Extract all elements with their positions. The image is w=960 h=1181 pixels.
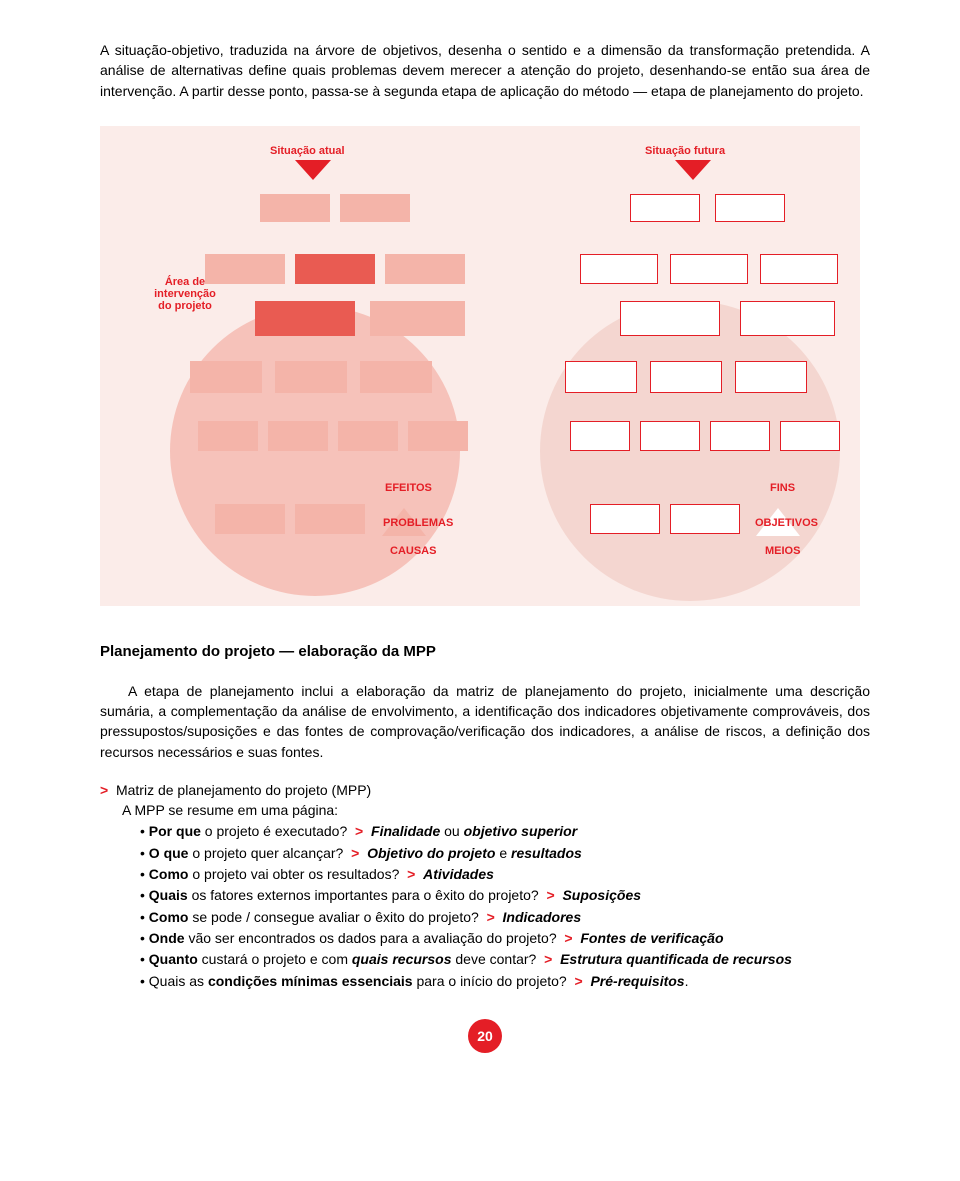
body-paragraph: A etapa de planejamento inclui a elabora… — [100, 681, 870, 762]
mpp-sub: A MPP se resume em uma página: — [122, 800, 870, 820]
arrow-down-left — [295, 160, 331, 180]
lbox-r2-1 — [205, 254, 285, 284]
lbox-r2-2 — [295, 254, 375, 284]
rbox-r6-2 — [670, 504, 740, 534]
rbox-r6-1 — [590, 504, 660, 534]
label-meios: MEIOS — [765, 544, 800, 560]
lbox-r5-4 — [408, 421, 468, 451]
lbox-r4-3 — [360, 361, 432, 393]
arrow-down-right — [675, 160, 711, 180]
lbox-r1-2 — [340, 194, 410, 222]
lbox-r4-1 — [190, 361, 262, 393]
mpp-item-3: Como o projeto vai obter os resultados? … — [140, 864, 870, 884]
lbox-r3-1 — [255, 301, 355, 336]
rbox-r4-2 — [650, 361, 722, 393]
situation-diagram: Situação atual Situação futura Área de i… — [100, 126, 860, 606]
rbox-r1-2 — [715, 194, 785, 222]
mpp-block: > Matriz de planejamento do projeto (MPP… — [100, 780, 870, 991]
lbox-r1-1 — [260, 194, 330, 222]
rbox-r4-3 — [735, 361, 807, 393]
mpp-item-2: O que o projeto quer alcançar? > Objetiv… — [140, 843, 870, 863]
lbox-r5-3 — [338, 421, 398, 451]
mpp-item-8: Quais as condições mínimas essenciais pa… — [140, 971, 870, 991]
label-efeitos: EFEITOS — [385, 481, 432, 497]
mpp-list: Por que o projeto é executado? > Finalid… — [140, 821, 870, 990]
intro-paragraph: A situação-objetivo, traduzida na árvore… — [100, 40, 870, 101]
lbox-r4-2 — [275, 361, 347, 393]
label-fins: FINS — [770, 481, 795, 497]
rbox-r5-4 — [780, 421, 840, 451]
label-situacao-atual: Situação atual — [270, 144, 345, 160]
lbox-r5-2 — [268, 421, 328, 451]
label-objetivos: OBJETIVOS — [755, 516, 818, 532]
mpp-item-5: Como se pode / consegue avaliar o êxito … — [140, 907, 870, 927]
lbox-r2-3 — [385, 254, 465, 284]
label-problemas: PROBLEMAS — [383, 516, 453, 532]
page-number-badge: 20 — [468, 1019, 502, 1053]
rbox-r2-3 — [760, 254, 838, 284]
rbox-r5-1 — [570, 421, 630, 451]
rbox-r2-1 — [580, 254, 658, 284]
intro-text: A situação-objetivo, traduzida na árvore… — [100, 40, 870, 101]
rbox-r4-1 — [565, 361, 637, 393]
rbox-r3-2 — [740, 301, 835, 336]
lbox-r6-2 — [295, 504, 365, 534]
mpp-item-1: Por que o projeto é executado? > Finalid… — [140, 821, 870, 841]
mpp-lead: > Matriz de planejamento do projeto (MPP… — [100, 780, 870, 800]
lbox-r5-1 — [198, 421, 258, 451]
mpp-item-6: Onde vão ser encontrados os dados para a… — [140, 928, 870, 948]
rbox-r5-3 — [710, 421, 770, 451]
lbox-r6-1 — [215, 504, 285, 534]
label-situacao-futura: Situação futura — [645, 144, 725, 160]
chevron-icon: > — [100, 782, 108, 798]
mpp-item-4: Quais os fatores externos importantes pa… — [140, 885, 870, 905]
label-causas: CAUSAS — [390, 544, 436, 560]
rbox-r1-1 — [630, 194, 700, 222]
section-title: Planejamento do projeto — elaboração da … — [100, 641, 870, 663]
mpp-item-7: Quanto custará o projeto e com quais rec… — [140, 949, 870, 969]
lbox-r3-2 — [370, 301, 465, 336]
rbox-r3-1 — [620, 301, 720, 336]
rbox-r2-2 — [670, 254, 748, 284]
rbox-r5-2 — [640, 421, 700, 451]
